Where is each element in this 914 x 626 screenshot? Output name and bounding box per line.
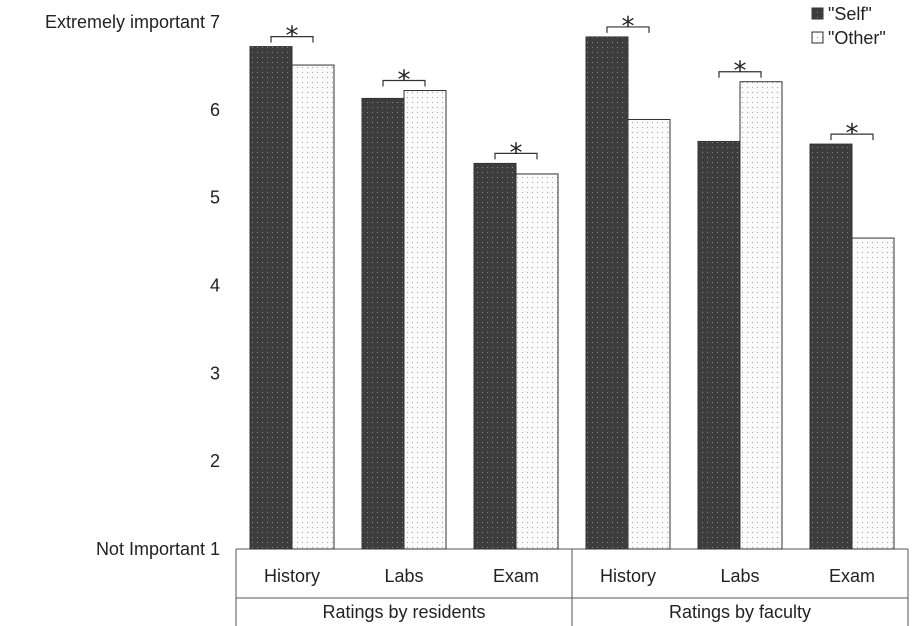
y-tick-label: Extremely important 7	[45, 12, 220, 32]
group-label: Ratings by faculty	[669, 602, 811, 622]
x-tick-label: Labs	[384, 566, 423, 586]
legend-label-other: "Other"	[828, 28, 886, 48]
significance-bracket	[718, 71, 762, 78]
bar-self	[361, 97, 405, 550]
bar-other	[291, 64, 335, 550]
bar-other	[515, 173, 559, 550]
bar-self	[697, 140, 741, 550]
legend-label-self: "Self"	[828, 4, 872, 24]
bar-self	[585, 36, 629, 550]
y-tick-label: 6	[210, 100, 220, 120]
significance-star: *	[398, 66, 411, 96]
y-tick-label: 2	[210, 451, 220, 471]
significance-star: *	[286, 22, 299, 52]
x-tick-label: Exam	[829, 566, 875, 586]
legend: "Self" "Other"	[811, 4, 886, 48]
significance-star: *	[510, 138, 523, 168]
significance-bracket	[382, 79, 426, 87]
significance-bracket	[830, 133, 874, 141]
bar-self	[473, 162, 517, 550]
bar-other	[739, 81, 783, 550]
group-label: Ratings by residents	[322, 602, 485, 622]
y-tick-label: Not Important 1	[96, 539, 220, 559]
y-tick-label: 4	[210, 276, 220, 296]
x-tick-label: Exam	[493, 566, 539, 586]
significance-bracket	[270, 35, 314, 43]
bars	[249, 36, 895, 550]
legend-swatch-self	[811, 7, 824, 20]
bar-other	[403, 90, 447, 550]
bar-other	[851, 237, 895, 550]
legend-swatch-other	[811, 31, 824, 44]
x-tick-label: Labs	[720, 566, 759, 586]
significance-annotations: * * * * * *	[270, 12, 874, 168]
significance-bracket	[494, 152, 538, 160]
x-tick-label: History	[264, 566, 320, 586]
bar-self	[809, 143, 853, 550]
y-tick-label: 3	[210, 363, 220, 383]
y-tick-label: 5	[210, 188, 220, 208]
x-tick-label: History	[600, 566, 656, 586]
significance-star: *	[622, 12, 635, 42]
bar-other	[627, 118, 671, 550]
significance-star: *	[734, 57, 747, 87]
significance-bracket	[606, 26, 650, 33]
bar-self	[249, 46, 293, 550]
significance-star: *	[846, 119, 859, 149]
